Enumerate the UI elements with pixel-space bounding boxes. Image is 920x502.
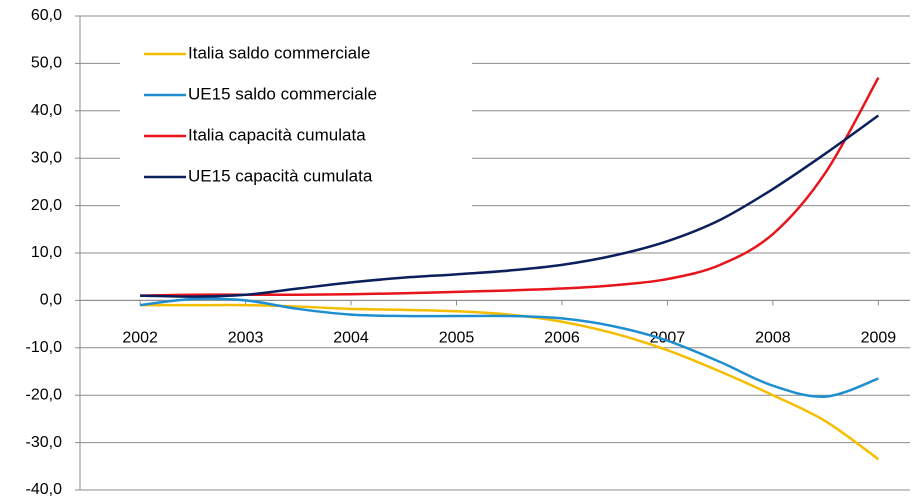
series-line — [140, 303, 880, 461]
series-line — [140, 114, 880, 298]
y-tick-label: -40,0 — [26, 481, 63, 498]
x-tick-label: 2007 — [650, 330, 686, 347]
series-line — [139, 297, 879, 398]
series-line — [140, 77, 880, 297]
y-tick-label: 50,0 — [31, 55, 62, 72]
x-tick-label: 2008 — [755, 330, 791, 347]
y-tick-label: 0,0 — [40, 292, 62, 309]
x-tick-label: 2005 — [439, 330, 475, 347]
x-tick-label: 2006 — [544, 330, 580, 347]
y-tick-label: -30,0 — [26, 434, 63, 451]
y-tick-label: 30,0 — [31, 149, 62, 166]
y-tick-label: 60,0 — [31, 7, 62, 24]
legend-label: Italia capacità cumulata — [188, 125, 366, 144]
legend-label: UE15 capacità cumulata — [188, 166, 373, 185]
x-tick-label: 2002 — [122, 330, 158, 347]
legend-box — [120, 38, 472, 214]
y-tick-label: 40,0 — [31, 102, 62, 119]
x-tick-label: 2003 — [228, 330, 264, 347]
legend-label: UE15 saldo commerciale — [188, 84, 377, 103]
x-tick-label: 2009 — [861, 330, 897, 347]
x-tick-label: 2004 — [333, 330, 369, 347]
legend-label: Italia saldo commerciale — [188, 43, 370, 62]
legend: Italia saldo commerciale UE15 saldo comme… — [120, 38, 472, 214]
y-tick-label: 20,0 — [31, 197, 62, 214]
y-tick-label: 10,0 — [31, 244, 62, 261]
y-tick-label: -20,0 — [26, 386, 63, 403]
y-tick-label: -10,0 — [26, 339, 63, 356]
